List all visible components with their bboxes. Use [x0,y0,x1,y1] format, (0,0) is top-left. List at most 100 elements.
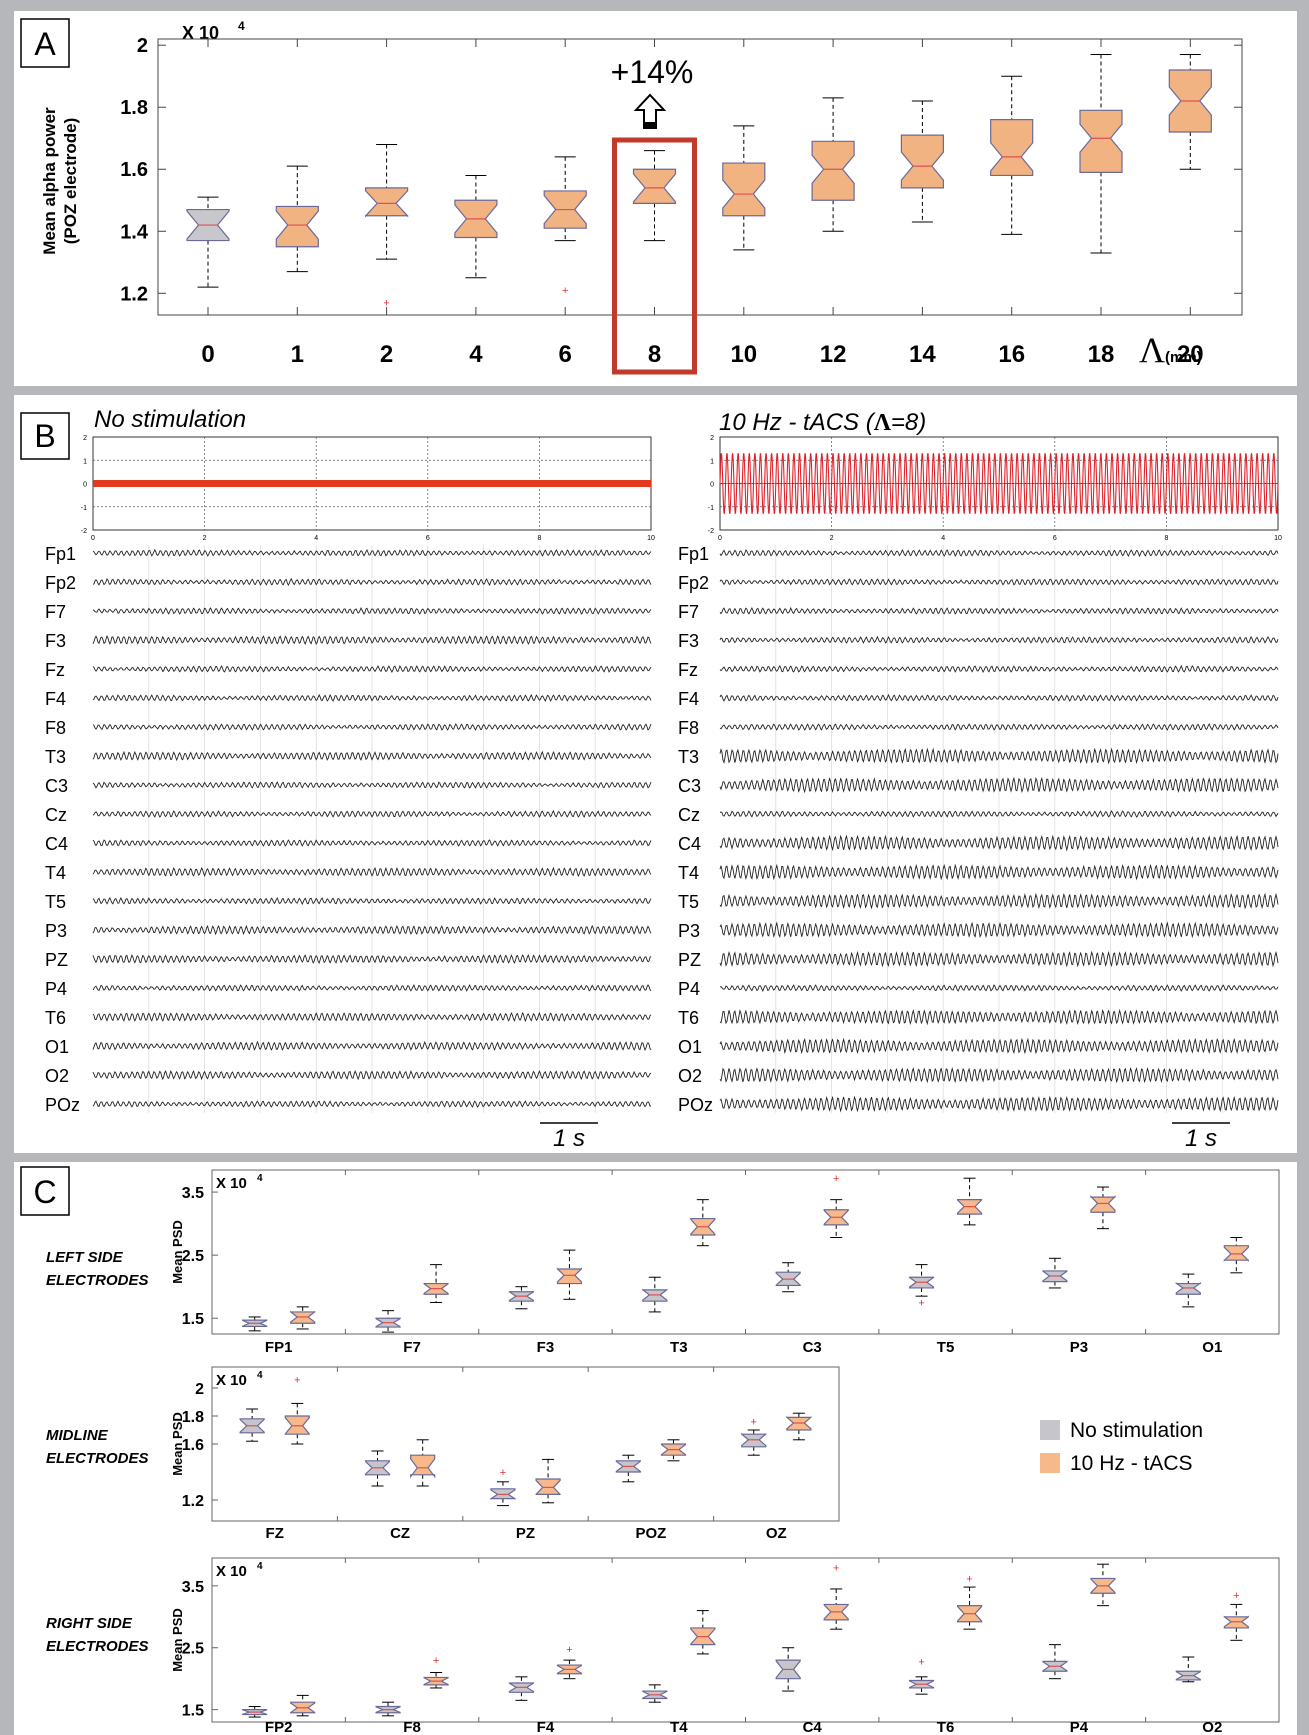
panel-a-box-2-body [365,187,409,218]
midline-ytick-label-2: 1.8 [182,1409,204,1426]
left-side-box-nostim-O1-body [1175,1281,1201,1295]
panel-a-xtick-label-10: 18 [1088,341,1115,368]
midline-box-tacs-FZ-body [284,1415,310,1435]
left-channel-label-Cz: Cz [45,805,67,825]
panel-a-box-10-body [722,162,766,217]
right-stim-xtick-4: 8 [1164,535,1168,542]
left-trace-P4 [92,983,652,992]
left-side-box-nostim-FP1 [242,1316,268,1332]
left-channel-label-T3: T3 [45,747,66,767]
right-side-ylabel: Mean PSD [170,1608,185,1672]
left-side-box-tacs-O1-body [1223,1245,1249,1262]
right-side-chart: X 10 4 Mean PSD 1.5 2.5 3.5 FP2 + F8 + F4 T4 + C4 + + T6… [170,1557,1280,1735]
right-stim-ytick-2: 0 [710,482,714,489]
left-side-box-tacs-F3-body [556,1267,583,1285]
right-channel-label-Fp1: Fp1 [678,544,709,564]
left-stim-ytick-2: 0 [83,482,87,489]
left-side-box-nostim-T5: + [908,1264,935,1309]
midline-exponent-base: X 10 [216,1372,247,1389]
midline-box-tacs-CZ-body [410,1454,436,1479]
panel-b-label: B [34,418,55,454]
right-stim-ytick-1: 1 [710,458,714,465]
left-side-box-tacs-F3 [556,1249,583,1300]
midline-xtick-label-CZ: CZ [390,1525,410,1542]
left-side-box-nostim-O1 [1175,1273,1201,1308]
right-side-ytick-label-0: 1.5 [182,1703,204,1720]
left-stim-ytick-0: 2 [83,435,87,442]
panel-a-box-4 [454,174,498,279]
right-trace-C4 [719,834,1279,852]
left-stim-ytick-1: 1 [83,458,87,465]
panel-a-ylabel-line2: (POZ electrode) [61,118,80,245]
midline-ytick-label-3: 2 [195,1381,204,1398]
left-stim-ytick-3: -1 [81,505,87,512]
panel-a-ytick-label-1: 1.4 [120,221,149,243]
right-channel-label-O1: O1 [678,1037,702,1057]
right-trace-C3 [719,776,1279,794]
panel-a-box-18-body [1079,109,1123,173]
panel-a-xtick-label-2: 2 [380,341,393,368]
panel-b-right-title: 10 Hz - tACS (Λ=8) [719,409,926,436]
panel-a-xtick-label-5: 8 [648,341,661,368]
right-channel-label-F3: F3 [678,631,699,651]
left-side-xtick-label-C3: C3 [803,1339,822,1356]
left-side-box-nostim-P3 [1042,1257,1068,1289]
right-side-box-tacs-C4-outlier-0: + [833,1562,839,1574]
right-channel-label-T3: T3 [678,747,699,767]
panel-a-box-12-body [811,140,855,201]
right-channel-label-P3: P3 [678,921,700,941]
panel-a-box-8-body [632,168,677,204]
left-side-xtick-label-T3: T3 [670,1339,688,1356]
left-side-frame [211,1169,1280,1335]
panel-a-exponent-base: X 10 [182,23,219,43]
left-trace-PZ [92,954,652,965]
right-side-box-nostim-T6-outlier-0: + [918,1656,924,1668]
left-channel-label-F8: F8 [45,718,66,738]
right-side-box-tacs-T6-outlier-0: + [966,1573,972,1585]
left-channel-label-T6: T6 [45,1008,66,1028]
left-trace-Fp1 [92,548,652,557]
panel-a: A X 10 4 Mean alpha power (POZ electrode… [14,11,1297,386]
panel-b-left-title: No stimulation [94,406,246,433]
left-side-ytick-label-0: 1.5 [182,1311,204,1328]
left-side-xtick-label-P3: P3 [1070,1339,1088,1356]
left-trace-F4 [92,693,652,702]
midline-xtick-label-OZ: OZ [766,1525,787,1542]
panel-a-xtick-label-7: 12 [820,341,847,368]
right-channel-label-C4: C4 [678,834,701,854]
left-channel-label-T5: T5 [45,892,66,912]
right-side-box-tacs-F8: + [423,1655,449,1689]
panel-a-box-6-outlier-0: + [562,285,568,297]
panel-a-up-arrow-icon [633,93,667,129]
legend-swatch-no-stim [1040,1420,1060,1440]
midline-group-label-line1: MIDLINE [46,1427,109,1444]
right-trace-Fz [719,664,1279,674]
right-side-box-tacs-FP2 [290,1694,316,1717]
right-trace-F7 [719,606,1279,615]
right-channel-label-T4: T4 [678,863,699,883]
right-trace-T4 [719,863,1279,881]
panel-a-xtick-label-3: 4 [469,341,483,368]
left-side-box-tacs-O1 [1223,1236,1249,1274]
left-channel-label-O1: O1 [45,1037,69,1057]
panel-c-label-box [20,1166,70,1216]
midline-box-nostim-OZ-outlier-0: + [751,1417,757,1429]
right-group-label-line1: RIGHT SIDE [46,1615,133,1632]
right-side-box-nostim-O2 [1175,1656,1201,1683]
right-side-xtick-label-T6: T6 [937,1719,955,1735]
midline-box-nostim-CZ [364,1450,391,1487]
midline-box-nostim-PZ-outlier-0: + [500,1467,506,1479]
left-side-ytick-label-2: 3.5 [182,1185,204,1202]
panel-a-box-14 [900,100,944,223]
midline-box-nostim-POZ [615,1454,641,1483]
left-stim-plot: 210-1-20 2 4 6 8 10 [81,435,655,542]
panel-a-xtick-label-9: 16 [998,341,1025,368]
left-stim-xtick-0: 0 [91,535,95,542]
left-channel-label-C3: C3 [45,776,68,796]
left-channel-label-O2: O2 [45,1066,69,1086]
panel-c-label: C [33,1174,56,1210]
right-side-box-tacs-C4: + [823,1562,849,1630]
panel-a-ytick-label-0: 1.2 [120,283,148,305]
right-trace-F3 [719,635,1279,644]
panel-a-box-6: + [543,156,587,297]
